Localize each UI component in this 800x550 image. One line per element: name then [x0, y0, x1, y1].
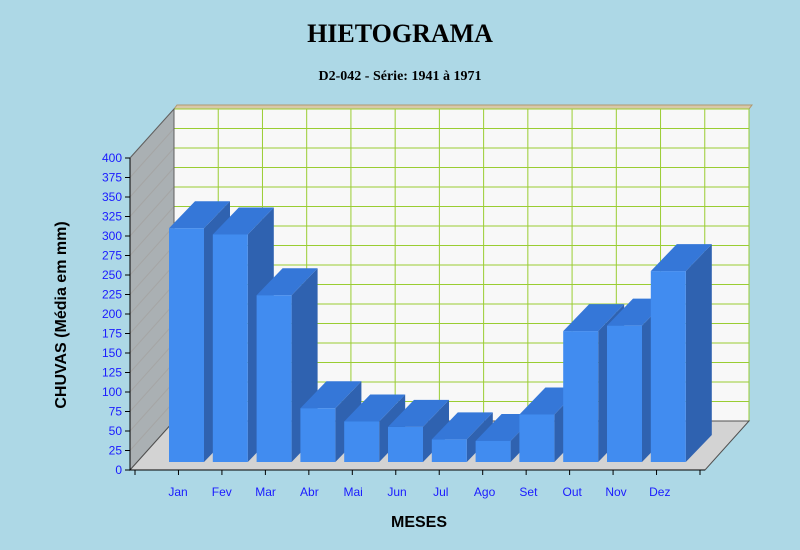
bar-dez — [650, 244, 712, 462]
chart-title: HIETOGRAMA — [307, 19, 493, 48]
bar-front-face — [475, 440, 511, 462]
x-tick-label: Mai — [344, 485, 363, 499]
y-tick-label: 25 — [109, 444, 123, 458]
bar-front-face — [169, 228, 204, 462]
bar-top-face — [169, 201, 230, 229]
x-tick-label: Jun — [387, 485, 406, 499]
left-side-wall — [129, 107, 175, 472]
bar-top-face — [344, 394, 406, 422]
x-tick-label: Mar — [255, 485, 276, 499]
back-wall-rim — [173, 104, 753, 110]
bar-side-face — [423, 399, 449, 462]
bar-abr — [300, 381, 362, 462]
x-tick-label: Abr — [300, 485, 319, 499]
bar-front-face — [607, 325, 642, 462]
bar-top-face — [212, 207, 274, 235]
bar-top-face — [300, 381, 362, 409]
bar-top-face — [431, 412, 493, 440]
x-axis: Jan Fev Mar Abr Mai Jun Jul Ago Set Out Nov Dez — [130, 469, 705, 499]
x-axis-title: MESES — [391, 514, 447, 531]
bar-front-face — [344, 421, 380, 462]
x-tick-label: Set — [519, 485, 538, 499]
y-tick-label: 250 — [102, 268, 122, 282]
bar-front-face — [519, 414, 555, 462]
y-tick-label: 0 — [115, 463, 122, 477]
bar-top-face — [388, 399, 449, 427]
x-tick-label: Ago — [474, 485, 496, 499]
y-tick-label: 300 — [102, 229, 122, 243]
y-tick-label: 325 — [102, 210, 122, 224]
x-tick-label: Fev — [212, 485, 232, 499]
bar-front-face — [563, 331, 599, 462]
y-tick-label: 50 — [109, 424, 123, 438]
bar-front-face — [388, 426, 423, 462]
x-tick-label: Out — [563, 485, 583, 499]
side-wall-panel — [129, 107, 175, 472]
chart-subtitle: D2-042 - Série: 1941 à 1971 — [319, 69, 482, 84]
y-tick-label: 125 — [102, 366, 122, 380]
x-tick-label: Dez — [649, 485, 670, 499]
bar-front-face — [650, 271, 686, 462]
bar-front-face — [256, 295, 292, 462]
x-tick-label: Jul — [433, 485, 448, 499]
y-tick-label: 200 — [102, 307, 122, 321]
y-tick-label: 375 — [102, 171, 122, 185]
y-tick-label: 150 — [102, 346, 122, 360]
y-tick-label: 275 — [102, 249, 122, 263]
bars — [169, 201, 712, 462]
bar-jun — [388, 399, 449, 462]
y-axis: 0 25 50 75 100 125 150 175 200 225 250 275 300 325 350… — [102, 151, 131, 477]
y-tick-label: 225 — [102, 288, 122, 302]
bar-top-face — [650, 244, 712, 272]
bar-front-face — [431, 439, 467, 462]
y-axis-title: CHUVAS (Média em mm) — [53, 221, 70, 408]
bar-top-face — [256, 268, 318, 296]
bar-front-face — [212, 234, 248, 462]
bar-side-face — [685, 244, 712, 462]
y-tick-label: 400 — [102, 151, 122, 165]
bar-top-face — [563, 304, 625, 332]
y-tick-label: 175 — [102, 327, 122, 341]
y-tick-label: 100 — [102, 385, 122, 399]
x-tick-label: Jan — [168, 485, 187, 499]
y-tick-label: 350 — [102, 190, 122, 204]
y-tick-label: 75 — [109, 405, 123, 419]
x-tick-label: Nov — [605, 485, 626, 499]
bar-front-face — [300, 408, 336, 462]
